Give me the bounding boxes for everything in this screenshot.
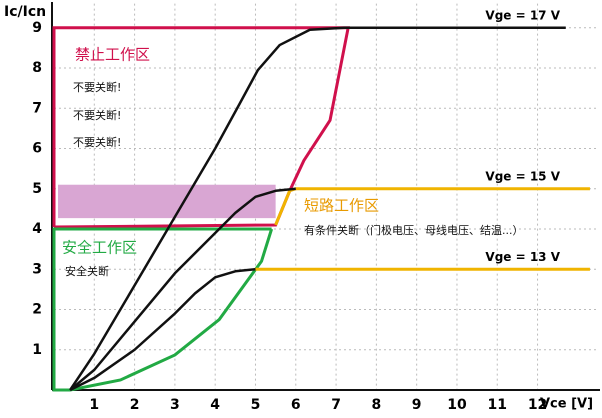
x-tick-label: 3 (170, 397, 180, 413)
y-tick-label: 3 (32, 261, 42, 277)
x-tick-label: 5 (251, 397, 261, 413)
x-tick-label: 8 (371, 397, 381, 413)
y-axis-label: Ic/Icn (4, 4, 46, 20)
x-tick-label: 10 (447, 397, 467, 413)
y-tick-label: 4 (32, 221, 42, 237)
x-tick-label: 12 (528, 397, 547, 413)
curve (69, 268, 256, 392)
annotation: 安全工作区 (62, 239, 137, 257)
x-tick-label: 9 (412, 397, 422, 413)
series-label: Vge = 13 V (485, 250, 560, 264)
x-axis-label: Vce [V] (540, 397, 593, 412)
series-label: Vge = 17 V (485, 8, 560, 22)
x-tick-label: 6 (291, 397, 301, 413)
x-tick-label: 4 (210, 397, 220, 413)
y-tick-label: 7 (32, 100, 42, 116)
y-tick-label: 5 (32, 181, 42, 197)
annotation: 禁止工作区 (75, 46, 150, 64)
x-tick-label: 2 (130, 397, 140, 413)
x-tick-label: 7 (331, 397, 341, 413)
y-tick-label: 9 (32, 20, 42, 36)
annotation: 不要关断! (73, 108, 121, 122)
annotation: 短路工作区 (304, 197, 379, 215)
annotation: 有条件关断（门极电压、母线电压、结温...） (304, 223, 524, 237)
region-boundary (52, 227, 274, 392)
curve (69, 187, 296, 391)
annotation: 不要关断! (73, 80, 121, 94)
x-tick-label: 11 (488, 397, 507, 413)
y-tick-label: 8 (32, 60, 42, 76)
annotation: 安全关断 (65, 264, 109, 278)
y-tick-label: 2 (32, 302, 42, 318)
y-tick-label: 6 (32, 141, 42, 157)
curve (69, 26, 566, 391)
band (58, 184, 276, 219)
series-label: Vge = 15 V (485, 169, 560, 183)
annotation: 不要关断! (73, 135, 121, 149)
y-tick-label: 1 (32, 342, 42, 358)
x-tick-label: 1 (89, 397, 99, 413)
